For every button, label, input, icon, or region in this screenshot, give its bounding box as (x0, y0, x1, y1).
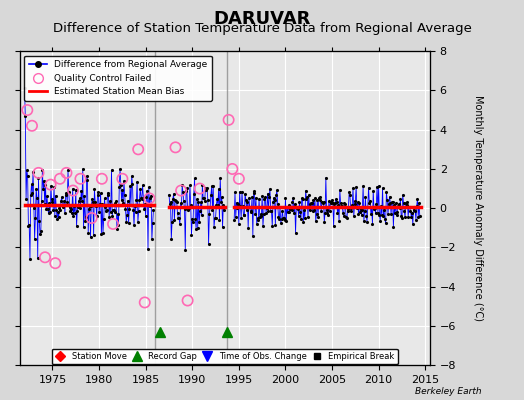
Point (69, 187, 77, 194)
Point (145, 195, 154, 202)
Point (224, 117, 233, 123)
Point (77, 176, 85, 182)
Point (195, 185, 204, 192)
Point (88, 215, 96, 221)
Text: Difference of Station Temperature Data from Regional Average: Difference of Station Temperature Data f… (52, 22, 472, 35)
Point (118, 176, 127, 182)
Point (47, 182, 55, 188)
Point (62, 170, 71, 176)
Y-axis label: Monthly Temperature Anomaly Difference (°C): Monthly Temperature Anomaly Difference (… (473, 95, 483, 321)
Point (183, 297, 192, 304)
Point (134, 146, 143, 152)
Legend: Station Move, Record Gap, Time of Obs. Change, Empirical Break: Station Move, Record Gap, Time of Obs. C… (52, 348, 398, 364)
Point (171, 144, 180, 150)
Text: Berkeley Earth: Berkeley Earth (416, 387, 482, 396)
Point (23, 107, 31, 113)
Point (228, 166, 236, 172)
Point (41, 254, 49, 260)
Point (51, 260, 59, 266)
Point (109, 221, 117, 227)
Point (28, 122, 36, 129)
Text: DARUVAR: DARUVAR (213, 10, 311, 28)
Point (140, 299, 149, 306)
Point (235, 176, 243, 182)
Point (177, 187, 185, 194)
Point (34, 170, 42, 176)
Point (56, 176, 64, 182)
Point (97, 176, 106, 182)
